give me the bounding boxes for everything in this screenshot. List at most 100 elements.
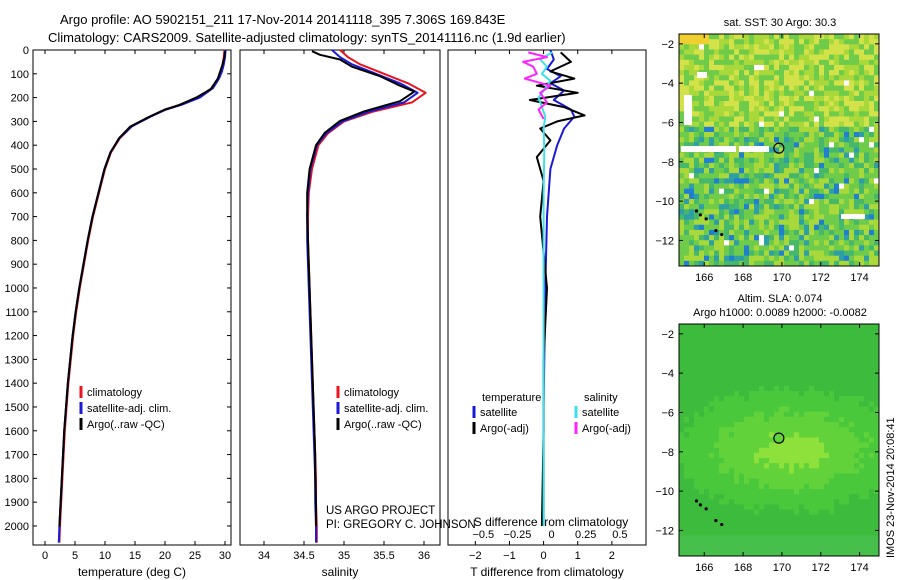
map-cell [739, 173, 745, 179]
map-cell [819, 54, 825, 61]
map-cell [694, 530, 700, 536]
map-cell [704, 329, 710, 335]
map-cell [719, 519, 725, 526]
map-cell [834, 535, 840, 541]
map-cell [704, 193, 710, 200]
map-cell [859, 121, 865, 128]
map-cell [719, 478, 725, 485]
map-cell [774, 178, 780, 184]
temperature-xtick-label: 5 [72, 550, 78, 562]
map-cell [809, 235, 815, 241]
map-cell [719, 535, 725, 541]
map-cell [744, 334, 750, 340]
map-cell [794, 411, 800, 418]
map-cell [699, 530, 705, 536]
map-cell [729, 468, 735, 474]
map-cell [709, 85, 715, 92]
map-cell [724, 349, 730, 356]
map-cell [784, 152, 790, 159]
map-cell [719, 240, 725, 246]
map-cell [824, 540, 830, 547]
map-cell [844, 421, 850, 428]
map-cell [839, 519, 845, 526]
map-cell [689, 85, 695, 92]
map-cell [874, 349, 880, 356]
map-cell [739, 116, 745, 123]
map-cell [704, 224, 710, 231]
map-cell [714, 499, 720, 505]
map-cell [819, 116, 825, 123]
map-cell [724, 260, 730, 267]
map-cell [794, 442, 800, 449]
map-cell [809, 375, 815, 382]
map-cell [734, 44, 740, 50]
difference-legend-label: Argo(-adj) [480, 423, 529, 435]
map-cell [844, 64, 850, 71]
map-cell [844, 540, 850, 547]
map-cell [849, 463, 855, 469]
map-cell [739, 514, 745, 521]
map-cell [719, 509, 725, 516]
map-cell [784, 391, 790, 397]
map-cell [729, 80, 735, 86]
map-cell [764, 349, 770, 356]
map-cell [869, 406, 875, 413]
map-cell [684, 391, 690, 397]
map-cell [754, 370, 760, 376]
map-cell [874, 142, 880, 148]
map-cell [799, 255, 805, 262]
map-cell [744, 391, 750, 397]
map-cell [869, 463, 875, 469]
map-cell [809, 509, 815, 516]
map-cell [724, 530, 730, 536]
map-cell [714, 214, 720, 220]
map-cell [859, 157, 865, 164]
map-cell [789, 468, 795, 474]
map-cell [744, 193, 750, 200]
map-cell [799, 339, 805, 346]
map-cell [719, 416, 725, 423]
map-cell [809, 245, 815, 251]
map-cell [829, 255, 835, 262]
map-cell [704, 432, 710, 438]
map-cell [754, 137, 760, 143]
map-cell [789, 126, 795, 133]
map-cell [834, 188, 840, 195]
map-cell [854, 157, 860, 164]
map-cell [784, 229, 790, 236]
map-cell [714, 90, 720, 97]
map-cell [729, 334, 735, 340]
map-cell [709, 334, 715, 340]
map-cell [719, 90, 725, 97]
map-cell [874, 85, 880, 92]
map-cell [789, 204, 795, 210]
map-cell [829, 116, 835, 123]
map-cell [734, 173, 740, 179]
map-cell [769, 80, 775, 86]
map-cell [694, 550, 700, 557]
map-cell [789, 116, 795, 123]
map-cell [834, 339, 840, 346]
map-cell [799, 168, 805, 174]
map-cell [809, 401, 815, 407]
map-cell [734, 137, 740, 143]
map-cell [684, 240, 690, 246]
map-cell [839, 188, 845, 195]
map-cell [774, 463, 780, 469]
map-cell [864, 240, 870, 246]
map-cell [864, 250, 870, 257]
map-cell [849, 260, 855, 267]
map-cell [759, 240, 765, 246]
map-cell [774, 157, 780, 164]
map-cell [794, 375, 800, 382]
map-cell [704, 90, 710, 97]
map-cell [869, 214, 875, 220]
map-cell [759, 64, 765, 71]
map-cell [804, 339, 810, 346]
map-cell [779, 339, 785, 346]
map-cell [809, 550, 815, 557]
map-cell [789, 478, 795, 485]
map-cell [734, 162, 740, 169]
map-cell [824, 111, 830, 117]
map-cell [724, 519, 730, 526]
